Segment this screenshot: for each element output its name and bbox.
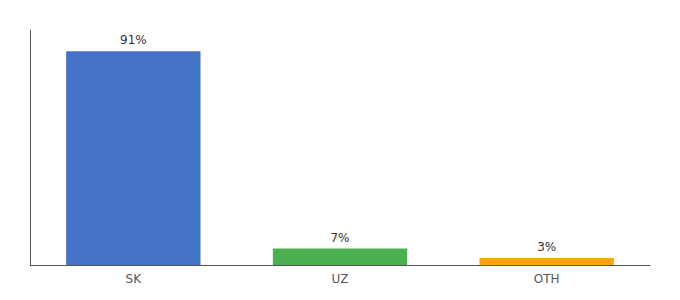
svg-text:SK: SK <box>126 272 143 286</box>
svg-text:3%: 3% <box>537 240 556 254</box>
svg-text:91%: 91% <box>120 33 147 47</box>
svg-text:UZ: UZ <box>332 272 349 286</box>
svg-text:OTH: OTH <box>534 272 560 286</box>
svg-text:7%: 7% <box>330 231 349 245</box>
